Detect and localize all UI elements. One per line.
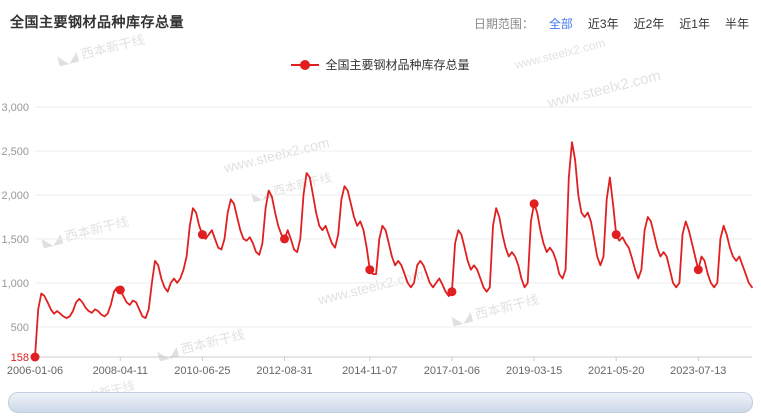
legend-item[interactable]: 全国主要钢材品种库存总量 — [0, 56, 761, 73]
data-point-marker[interactable] — [30, 352, 40, 362]
y-axis-label: 500 — [11, 322, 29, 334]
x-axis-label: 2012-08-31 — [256, 365, 312, 377]
legend-label: 全国主要钢材品种库存总量 — [325, 58, 470, 72]
y-axis-min-label: 158 — [11, 352, 29, 364]
y-axis-label: 3,000 — [1, 102, 29, 114]
data-point-marker[interactable] — [115, 285, 125, 295]
line-series-legend-icon — [291, 59, 320, 70]
data-point-marker[interactable] — [447, 287, 457, 297]
series-line — [34, 141, 753, 358]
x-axis-label: 2023-07-13 — [670, 365, 726, 377]
x-axis-label: 2010-06-25 — [174, 365, 230, 377]
range-option-3y[interactable]: 近3年 — [587, 17, 619, 31]
line-chart[interactable]: 500 1,000 1,500 2,000 2,500 3,000 1582006-01-0… — [0, 82, 761, 382]
y-axis-label: 2,500 — [1, 146, 29, 158]
date-range-filter: 日期范围： 全部 近3年 近2年 近1年 半年 — [474, 15, 749, 32]
data-point-marker[interactable] — [365, 265, 375, 275]
y-axis-label: 1,000 — [1, 278, 29, 290]
range-option-1y[interactable]: 近1年 — [679, 17, 710, 31]
range-option-all[interactable]: 全部 — [548, 17, 573, 31]
data-point-marker[interactable] — [529, 199, 539, 209]
x-axis-label: 2019-03-15 — [506, 365, 562, 377]
data-point-marker[interactable] — [197, 230, 207, 240]
data-point-marker[interactable] — [280, 234, 289, 244]
data-point-marker[interactable] — [693, 265, 703, 275]
data-point-marker[interactable] — [611, 230, 621, 240]
x-axis-label: 2014-11-07 — [342, 365, 397, 377]
x-axis-label: 2021-05-20 — [588, 365, 644, 377]
y-axis-label: 1,500 — [1, 234, 29, 246]
range-option-halfyear[interactable]: 半年 — [724, 17, 749, 31]
x-axis-label: 2008-04-11 — [93, 365, 148, 377]
page-title: 全国主要钢材品种库存总量 — [10, 14, 184, 30]
data-zoom-slider[interactable] — [8, 392, 753, 413]
y-axis-label: 2,000 — [1, 190, 29, 202]
range-option-2y[interactable]: 近2年 — [633, 17, 665, 31]
x-axis-label: 2006-01-06 — [7, 365, 63, 377]
x-axis-label: 2017-01-06 — [424, 365, 480, 377]
date-range-label: 日期范围： — [473, 17, 534, 31]
